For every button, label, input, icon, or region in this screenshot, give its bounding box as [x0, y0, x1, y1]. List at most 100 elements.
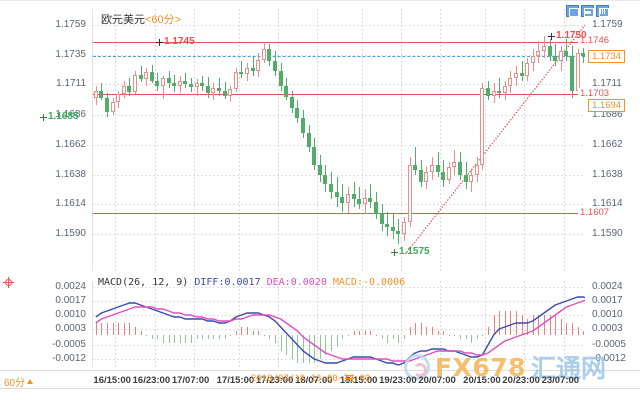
macd-histogram-bar [213, 335, 214, 339]
price-callout: 1.1745 [164, 36, 195, 48]
candle-body [362, 198, 367, 205]
callout-marker-icon [156, 39, 163, 47]
time-gridline [154, 9, 156, 271]
layout-expand-icon[interactable] [596, 5, 609, 17]
time-gridline [238, 9, 240, 271]
macd-lines [95, 296, 585, 366]
macd-histogram-bar [208, 335, 209, 339]
macd-axis-left-label: -0.0012 [52, 353, 86, 364]
candle-body [407, 164, 412, 222]
macd-histogram-bar [309, 335, 310, 363]
price-callout: 1.1685 [48, 110, 79, 122]
candle-body [502, 85, 507, 94]
macd-histogram-bar [219, 335, 220, 339]
macd-axis-left-label: 0.0003 [55, 323, 86, 334]
macd-histogram-bar [230, 335, 231, 336]
macd-histogram-bar [163, 335, 164, 343]
price-axis-left-label: 1.1614 [55, 198, 86, 210]
macd-histogram-bar [410, 327, 411, 335]
price-axis-right-label: 1.1686 [592, 109, 623, 121]
macd-hist-value: -0.0006 [362, 277, 406, 288]
macd-axis-left-label: 0.0024 [55, 281, 86, 292]
candle-body [278, 70, 283, 86]
macd-gridline [93, 359, 585, 360]
price-axis-right-label: 1.1638 [592, 168, 623, 180]
time-gridline [440, 281, 442, 367]
macd-params: (26, 12, 9) [122, 277, 189, 288]
candle-wick [393, 214, 394, 239]
time-gridline [401, 9, 403, 271]
macd-histogram-bar [342, 335, 343, 339]
candle-body [351, 194, 356, 200]
macd-histogram-bar [376, 335, 377, 336]
candle-body [547, 46, 552, 56]
time-gridline [485, 9, 487, 271]
candle-body [480, 88, 485, 165]
candle-body [569, 55, 574, 91]
time-gridline [238, 281, 240, 367]
macd-histogram-bar [566, 323, 567, 335]
macd-histogram-bar [118, 323, 119, 335]
support-line-low [93, 212, 585, 214]
macd-histogram-bar [281, 335, 282, 351]
candle-wick [359, 186, 360, 210]
candle-wick [566, 38, 567, 61]
candle-wick [253, 57, 254, 76]
time-axis-top-divider [0, 370, 640, 371]
macd-axis-right-label: -0.0005 [592, 339, 626, 350]
price-tag: 1.1703 [578, 88, 612, 102]
macd-chart-panel[interactable] [92, 281, 585, 367]
macd-histogram-bar [494, 315, 495, 335]
resistance-line-mid [93, 94, 585, 96]
macd-histogram-bar [382, 335, 383, 339]
candle-wick [438, 152, 439, 178]
macd-dea-label: DEA: [266, 277, 291, 288]
candle-body [110, 101, 115, 112]
chart-toolbar[interactable] [566, 5, 609, 17]
symbol-period: <60分> [145, 14, 182, 26]
candle-body [233, 72, 238, 90]
macd-axis-right-label: 0.0017 [592, 295, 623, 306]
crosshair-target-icon [3, 277, 14, 288]
candle-body [446, 167, 451, 180]
layout-single-icon[interactable] [566, 5, 579, 17]
macd-histogram-bar [325, 335, 326, 355]
time-axis-tick: 23/07:00 [541, 375, 580, 386]
macd-axis-right-label: 0.0024 [592, 281, 623, 292]
price-chart-panel[interactable] [92, 9, 585, 271]
candle-body [189, 84, 194, 87]
candle-body [256, 59, 261, 71]
candle-body [105, 97, 109, 112]
hamburger-menu-icon[interactable] [345, 375, 354, 383]
candle-body [138, 74, 143, 80]
candle-body [525, 63, 530, 76]
period-selector-button[interactable]: 60分 [4, 374, 34, 389]
price-axis-left-label: 1.1590 [55, 227, 86, 239]
time-axis-tick: 20/23:00 [502, 375, 540, 386]
candle-body [396, 231, 401, 234]
candle-body [553, 55, 558, 61]
layout-split-icon[interactable] [581, 5, 594, 17]
candle-body [457, 162, 462, 175]
macd-histogram-bar [387, 335, 388, 343]
macd-histogram-bar [314, 335, 315, 363]
macd-histogram-bar [544, 315, 545, 335]
macd-histogram-bar [225, 335, 226, 339]
price-axis-right-label: 1.1711 [592, 78, 622, 90]
macd-gridline [93, 345, 585, 346]
time-gridline [193, 281, 195, 367]
candle-body [245, 68, 250, 75]
macd-histogram-bar [550, 315, 551, 335]
candle-body [385, 224, 390, 227]
time-axis-tick: 20/15:00 [463, 375, 501, 386]
macd-axis-right-label: -0.0012 [592, 353, 626, 364]
candle-body [491, 90, 496, 96]
time-gridline [277, 9, 279, 271]
time-gridline [317, 9, 319, 271]
macd-gridline [93, 287, 585, 288]
macd-histogram-bar [393, 335, 394, 339]
macd-histogram-bar [101, 323, 102, 335]
price-axis-right-label: 1.1590 [592, 227, 623, 239]
candle-body [250, 68, 255, 71]
